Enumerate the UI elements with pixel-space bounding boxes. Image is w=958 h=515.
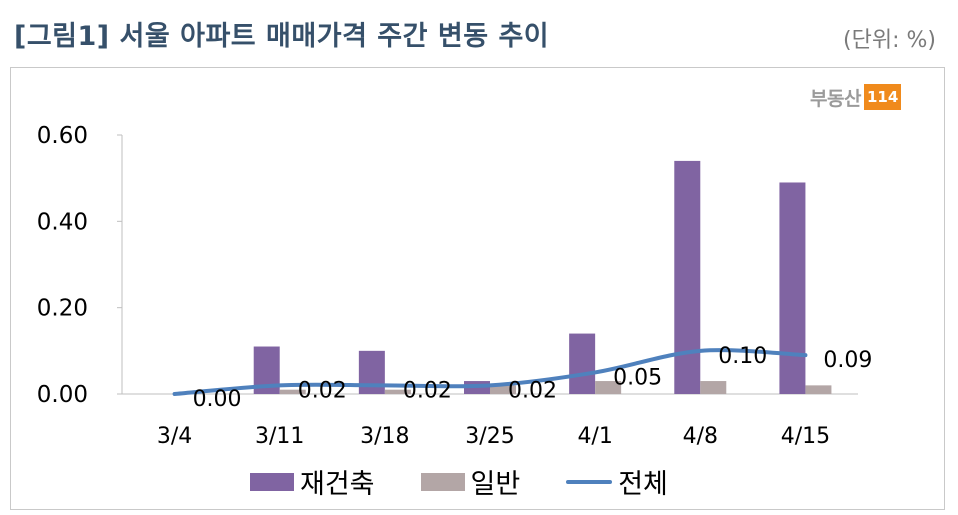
legend-swatch-total [566,479,613,484]
logo-text: 부동산 [810,87,861,110]
bar-general [490,385,516,394]
data-label-total: 0.10 [718,344,767,369]
legend-label-general: 일반 [470,469,521,500]
bar-reconstruction [569,333,596,394]
y-tick-label: 0.20 [37,296,88,322]
line-total [172,348,808,396]
unit-label: (단위: %) [843,28,936,53]
x-tick-label: 4/15 [781,424,830,449]
y-tick-label: 0.40 [37,209,88,235]
bar-reconstruction [779,182,806,394]
bar-general [279,389,306,394]
bar-general [805,385,832,394]
y-tick-label: 0.60 [37,123,88,149]
chart-frame [10,67,945,510]
legend-item-total: 전체 [566,462,668,501]
data-label-total: 0.00 [193,387,242,412]
data-label-total: 0.09 [823,348,872,373]
legend-item-reconstruction: 재건축 [250,462,375,501]
x-tick-label: 4/8 [683,424,718,449]
y-tick-label: 0.00 [37,382,88,408]
legend-swatch-general [420,472,465,491]
brand-logo: 부동산 114 [810,83,902,111]
chart-title: [그림1] 서울 아파트 매매가격 주간 변동 추이 [14,21,550,52]
x-tick-label: 3/4 [157,424,192,449]
x-tick-label: 4/1 [577,424,612,449]
legend-label-reconstruction: 재건축 [300,469,375,500]
legend-swatch-reconstruction [250,472,294,491]
data-label-total: 0.02 [298,378,347,403]
x-tick-label: 3/25 [465,424,514,449]
bar-general [595,381,622,394]
legend-label-total: 전체 [618,469,668,500]
bar-general [700,381,727,394]
x-tick-label: 3/11 [255,424,304,449]
data-label-total: 0.02 [508,378,557,403]
data-label-total: 0.02 [403,378,452,403]
data-label-total: 0.05 [613,365,662,390]
bar-reconstruction [674,160,701,394]
bar-reconstruction [358,350,385,394]
bar-general [384,389,411,394]
legend: 재건축 일반 전체 [250,462,714,501]
x-tick-label: 3/18 [360,424,409,449]
logo-badge: 114 [863,84,902,110]
legend-item-general: 일반 [420,462,521,501]
